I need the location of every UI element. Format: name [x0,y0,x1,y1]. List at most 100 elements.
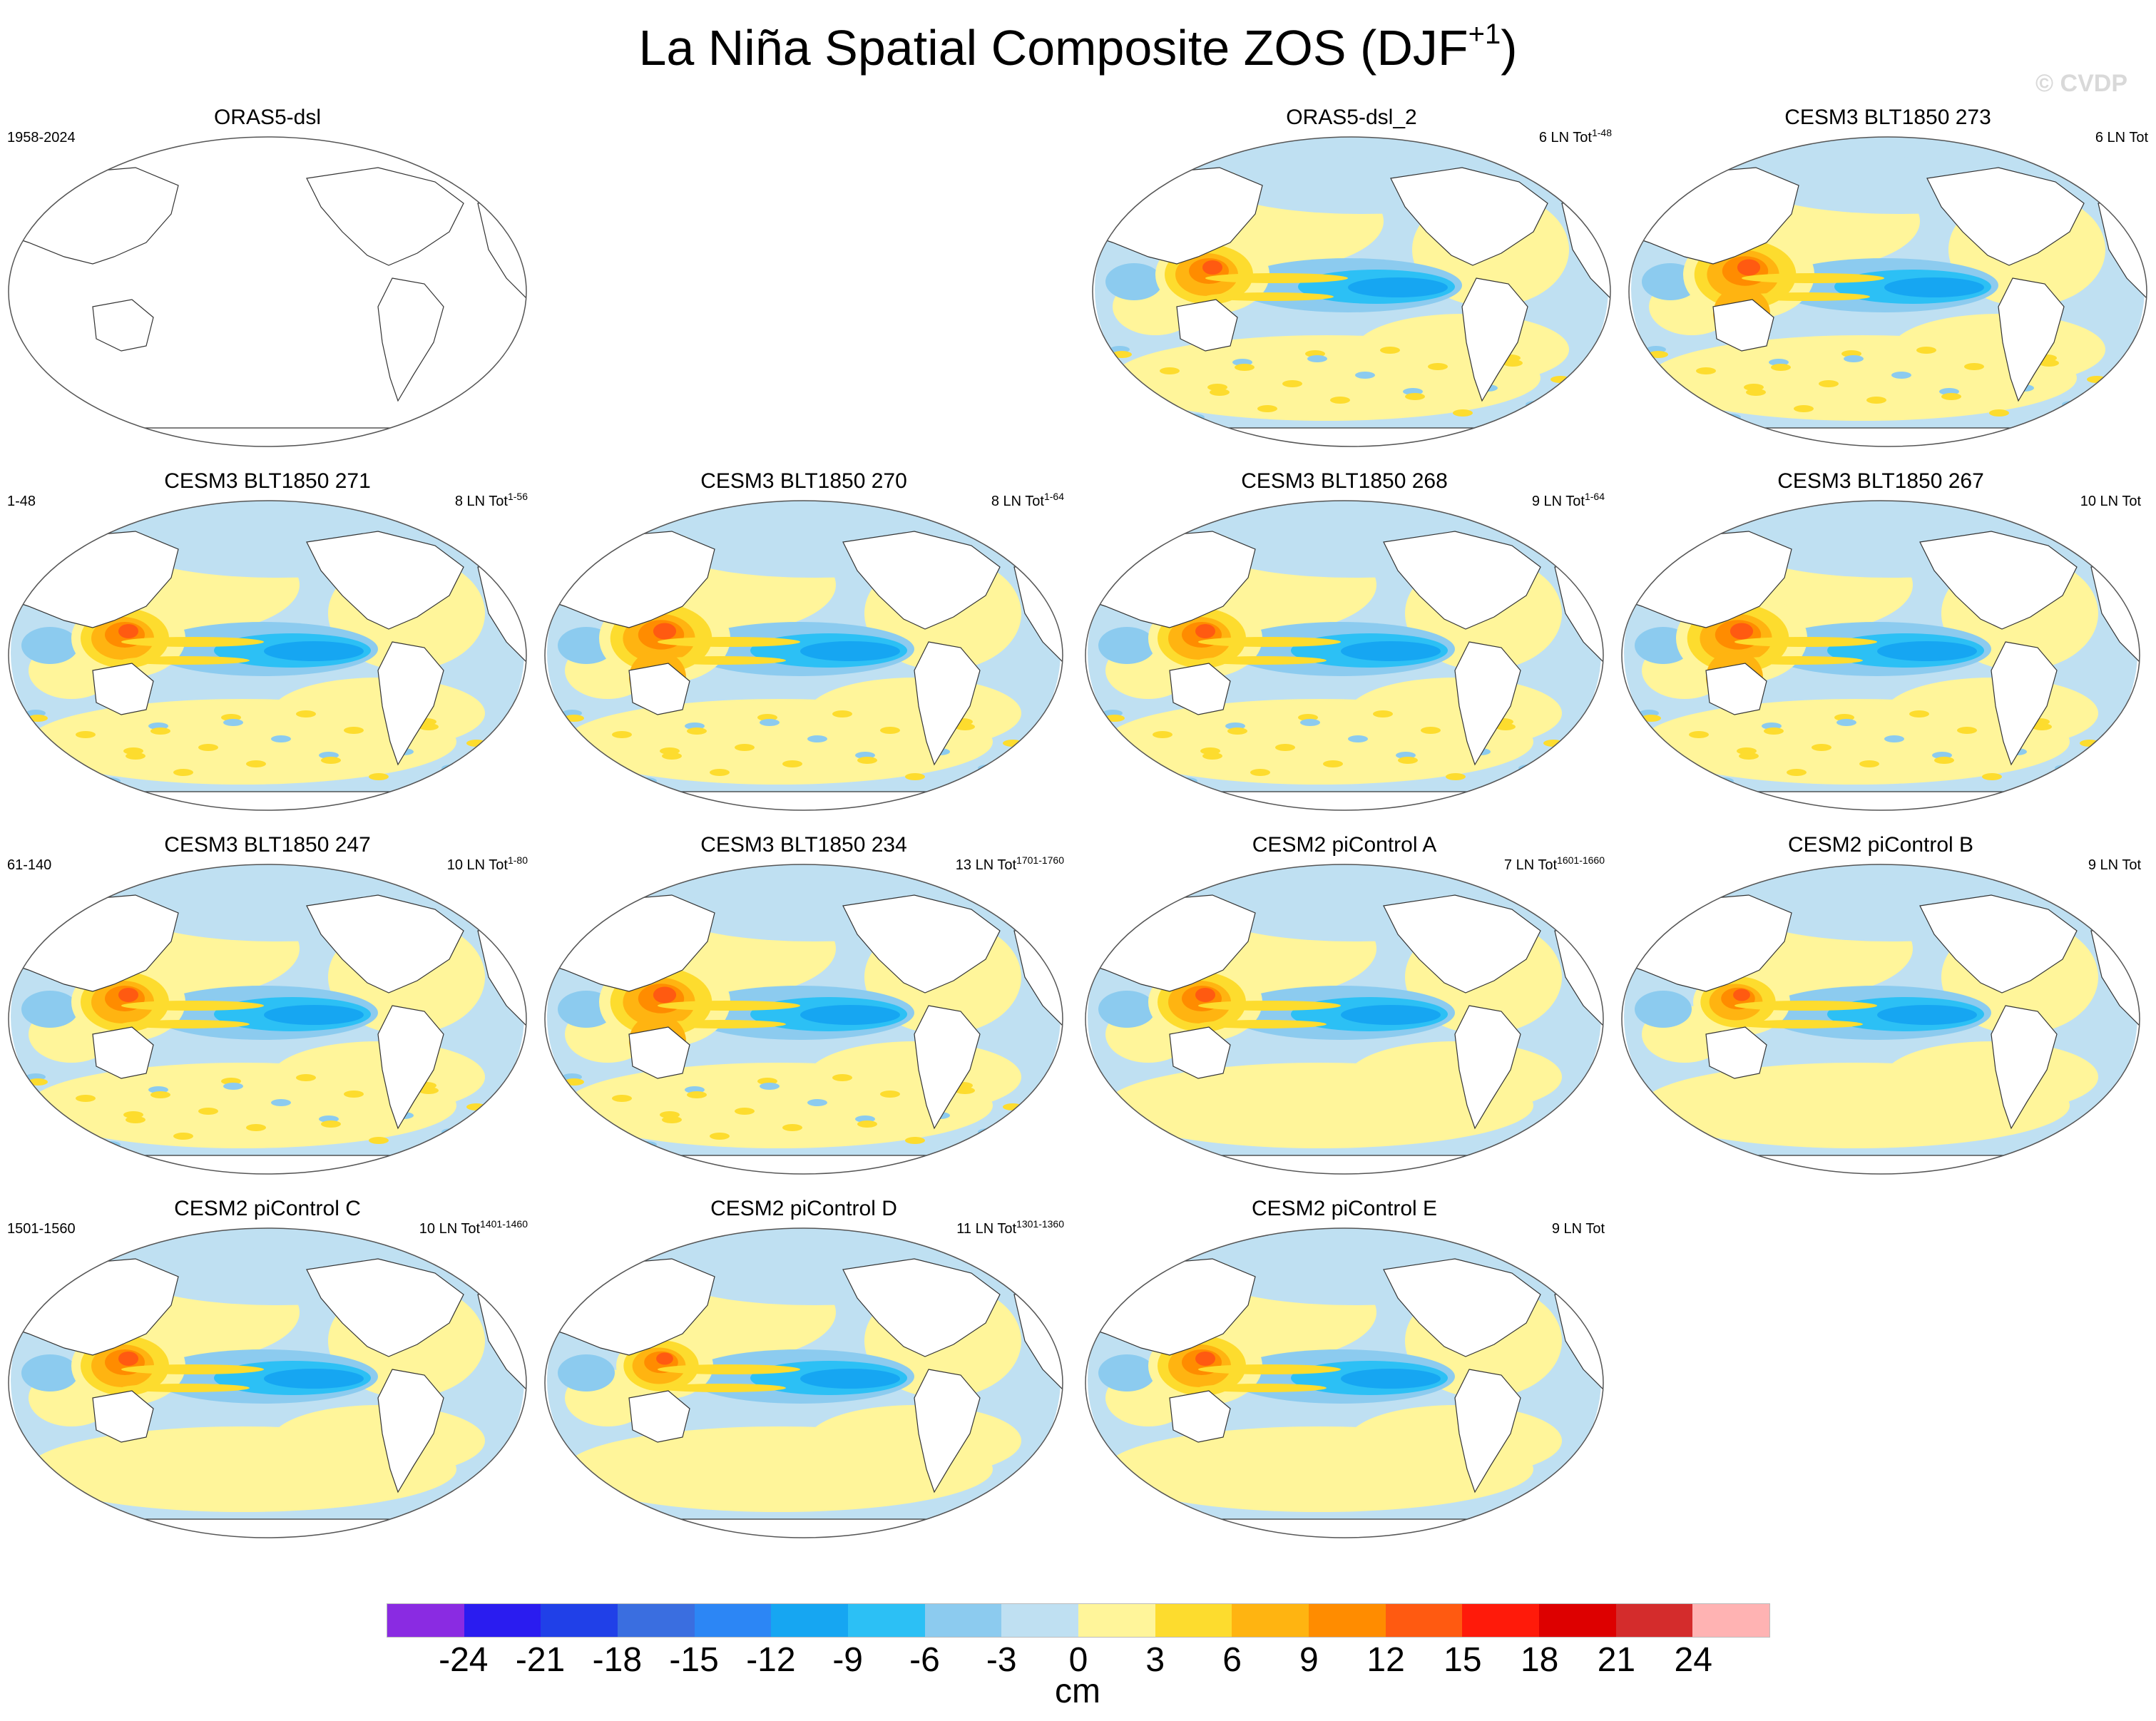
mesoscale-anomaly [1787,769,1807,776]
panel-title: CESM3 BLT1850 268 [1241,469,1448,493]
map-panel: CESM2 piControl E 9 LN Tot [1084,1197,1605,1539]
off-equatorial-ridge-south [121,1384,250,1392]
mesoscale-anomaly [1405,393,1425,400]
world-map [1085,500,1604,811]
continent-north-america [1383,1258,1541,1357]
mesoscale-anomaly [589,761,609,768]
continent-antarctica [48,1518,487,1538]
map-panel: ORAS5-dsl 1958-2024 [7,106,528,448]
continent-antarctica [1668,427,2108,446]
colorbar-tick-label: -15 [669,1641,719,1679]
event-years-superscript: 1401-1460 [480,1218,528,1230]
event-count-text: 6 LN Tot [2095,130,2148,145]
panel-title: CESM3 BLT1850 271 [164,469,371,493]
off-equatorial-ridge-south [1742,292,1870,301]
continent-north-america [306,167,464,266]
panel-title: CESM2 piControl A [1252,833,1437,857]
event-count-text: 9 LN Tot [2088,857,2141,873]
continent-north-america [1919,531,2078,630]
colorbar-swatch [924,1604,1002,1637]
mesoscale-anomaly [1135,392,1155,399]
world-map [544,500,1063,811]
warm-pool-core [653,986,677,1004]
mesoscale-anomaly [296,710,316,717]
mesoscale-anomaly [807,735,827,742]
mesoscale-anomaly [662,752,682,760]
colorbar [387,1603,1770,1638]
map-outline [8,136,527,447]
panel-event-count: 10 LN Tot1-80 [447,855,528,874]
map-outline [544,500,1063,811]
continent-antarctica [1125,1155,1564,1174]
off-equatorial-ridge-north [121,1364,264,1374]
off-equatorial-ridge-south [1198,656,1327,665]
mesoscale-anomaly [173,769,193,776]
continent-australia [1705,663,1767,715]
mesoscale-anomaly [271,735,291,742]
mesoscale-anomaly [1884,735,1904,742]
map-outline [1085,864,1604,1175]
world-map [1092,136,1611,447]
mesoscale-anomaly [1673,397,1693,404]
figure-title: La Niña Spatial Composite ZOS (DJF+1) [0,16,2156,80]
mesoscale-anomaly [1257,405,1277,412]
western-indian-negative [1105,263,1163,300]
event-years-superscript: 1601-1660 [1557,854,1605,866]
map-field [1085,501,1603,810]
mesoscale-anomaly [782,760,802,767]
western-indian-negative [21,1354,78,1391]
map-outline [1628,136,2147,447]
mesoscale-anomaly [1128,756,1148,763]
continent-antarctica [1661,1155,2100,1174]
cold-tongue-core [800,1369,900,1389]
mesoscale-anomaly [1819,380,1839,387]
mesoscale-anomaly [1671,392,1691,399]
event-count-text: 10 LN Tot [419,1221,481,1237]
continent-antarctica [584,1155,1023,1174]
mesoscale-anomaly [589,1125,609,1132]
mesoscale-anomaly [1771,364,1791,371]
colorbar-tick-label: 12 [1366,1641,1405,1679]
mesoscale-anomaly [1323,760,1343,767]
map-outline [1621,864,2140,1175]
map-outline [1092,136,1611,447]
mesoscale-anomaly [735,1108,755,1115]
mesoscale-anomaly [198,1108,218,1115]
continent-south-america [1991,1005,2058,1130]
continent-south-america [377,277,444,402]
colorbar-swatch [541,1604,618,1637]
map-outline [1085,500,1604,811]
continent-antarctica [48,791,487,810]
off-equatorial-ridge-north [658,1001,800,1011]
continent-south-america [914,641,981,766]
western-indian-negative [21,991,78,1028]
mesoscale-anomaly [710,1133,730,1140]
panel-title: CESM3 BLT1850 247 [164,833,371,857]
mesoscale-anomaly [1794,405,1814,412]
mesoscale-anomaly [1957,727,1977,734]
mesoscale-anomaly [760,719,780,726]
mesoscale-anomaly [955,723,975,730]
map-panel: CESM2 piControl D 11 LN Tot1301-1360 [543,1197,1064,1539]
panel-years: 1501-1560 [7,1221,76,1237]
off-equatorial-ridge-north [658,1364,800,1374]
continent-australia [1712,299,1774,352]
event-years-superscript: 1-48 [1591,127,1612,138]
mesoscale-anomaly [1866,397,1886,404]
event-count-text: 8 LN Tot [991,494,1044,509]
continent-south-america [1454,641,1521,766]
mesoscale-anomaly [246,1124,266,1131]
map-panel: CESM2 piControl C 1501-1560 10 LN Tot1401-… [7,1197,528,1539]
cold-tongue-core [1341,1005,1441,1025]
continent-north-america [842,1258,1001,1357]
off-equatorial-ridge-north [1198,1001,1341,1011]
map-panel: CESM3 BLT1850 268 9 LN Tot1-64 [1084,469,1605,812]
continent-australia [1169,1390,1231,1443]
mesoscale-anomaly [857,757,877,764]
colorbar-tick-label: -12 [746,1641,796,1679]
continent-antarctica [584,1518,1023,1538]
mesoscale-anomaly [1227,727,1247,735]
off-equatorial-ridge-south [658,1020,786,1028]
continent-australia [92,299,154,352]
mesoscale-anomaly [1330,397,1350,404]
